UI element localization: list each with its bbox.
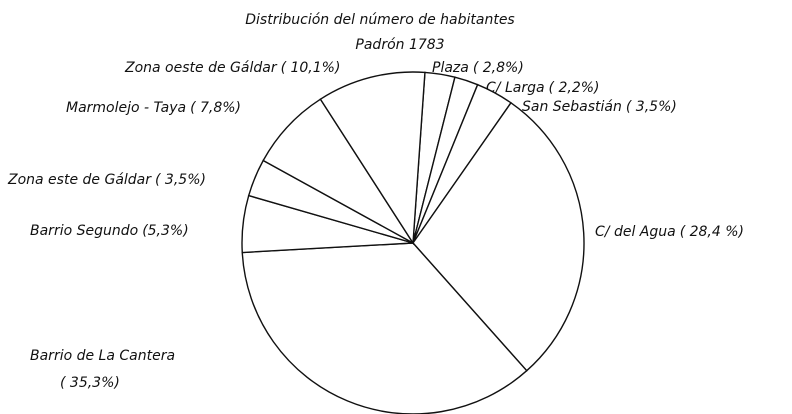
- slice-label: Plaza( 2,8%): [432, 60, 524, 76]
- slice-label: Zona este de Gáldar( 3,5%): [7, 172, 206, 188]
- chart-subtitle: Padrón 1783: [355, 37, 444, 53]
- value-label: ( 2,8%): [473, 60, 524, 76]
- value-label: ( 28,4 %): [680, 224, 744, 240]
- value-label: ( 35,3%): [60, 375, 120, 391]
- value-label: (5,3%): [142, 223, 189, 239]
- slice-label: Barrio de La Cantera ( 35,3%): [30, 348, 175, 391]
- chart-title: Distribución del número de habitantes: [245, 12, 514, 28]
- slice-label: C/ del Agua( 28,4 %): [595, 224, 744, 240]
- slice-label: San Sebastián( 3,5%): [522, 99, 677, 115]
- slice-label: Zona oeste de Gáldar( 10,1%): [124, 60, 340, 76]
- value-label: ( 10,1%): [281, 60, 341, 76]
- value-label: ( 7,8%): [190, 100, 241, 116]
- category-label: Marmolejo - Taya: [66, 100, 186, 116]
- value-label: ( 3,5%): [626, 99, 677, 115]
- pie-slice: [241, 242, 528, 414]
- category-label: Barrio Segundo: [30, 223, 138, 239]
- category-label: Plaza: [432, 60, 469, 76]
- category-label: Zona este de Gáldar: [7, 172, 152, 188]
- category-label: C/ del Agua: [595, 224, 676, 240]
- slice-label: Barrio Segundo (5,3%): [30, 223, 189, 239]
- category-label: Zona oeste de Gáldar: [124, 60, 278, 76]
- category-label: San Sebastián: [522, 99, 622, 115]
- category-label: C/ Larga: [486, 80, 545, 96]
- slice-label: C/ Larga( 2,2%): [486, 80, 600, 96]
- value-label: ( 3,5%): [155, 172, 206, 188]
- slice-label: Marmolejo - Taya( 7,8%): [66, 100, 241, 116]
- value-label: ( 2,2%): [549, 80, 600, 96]
- pie-slice: [412, 101, 585, 372]
- category-label: Barrio de La Cantera: [30, 348, 175, 364]
- pie-slice: [319, 71, 426, 246]
